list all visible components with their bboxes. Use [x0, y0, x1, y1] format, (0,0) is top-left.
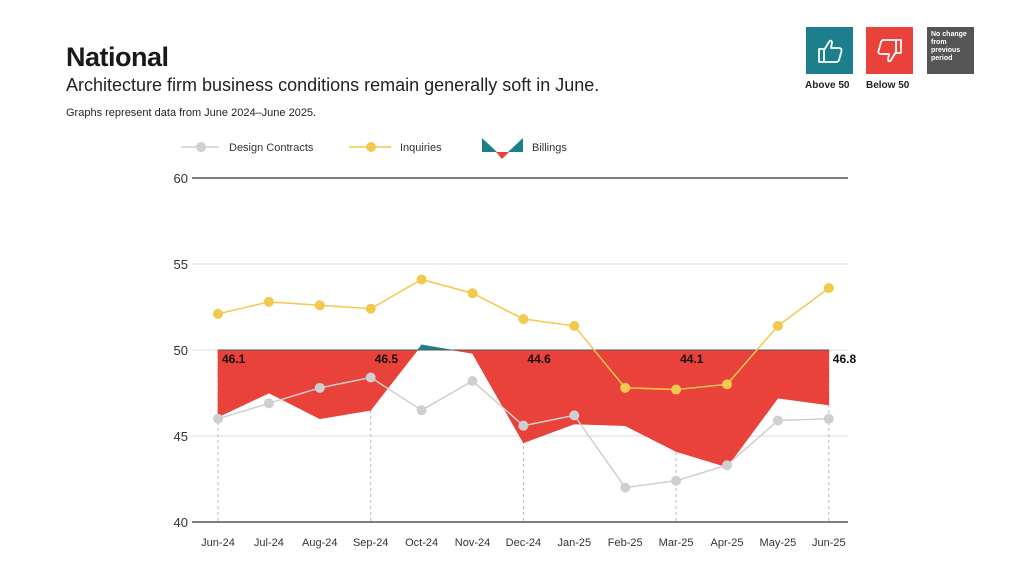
y-tick-label: 55: [174, 257, 188, 272]
x-tick-label: Jun-24: [201, 537, 235, 549]
inquiries-point: [620, 382, 631, 393]
x-tick-label: Jul-24: [254, 537, 284, 549]
design-contracts-point: [722, 460, 732, 471]
inquiries-point: [213, 308, 223, 319]
page-subtitle: Architecture firm business conditions re…: [66, 75, 600, 95]
legend-billings-above-mark: [482, 138, 497, 152]
inquiries-point: [365, 303, 376, 314]
x-tick-label: Jan-25: [557, 537, 591, 549]
design-contracts-point: [569, 410, 580, 421]
design-contracts-point: [620, 482, 631, 493]
design-contracts-point: [416, 405, 427, 416]
above-50-label: Above 50: [805, 80, 850, 91]
y-tick-label: 40: [174, 515, 188, 530]
inquiries-point: [671, 384, 682, 395]
above-50-key: [806, 27, 853, 74]
design-contracts-point: [213, 413, 223, 424]
x-tick-label: Jun-25: [812, 537, 846, 549]
x-tick-label: Apr-25: [710, 537, 743, 549]
x-tick-label: Dec-24: [506, 537, 541, 549]
design-contracts-point: [314, 382, 325, 393]
legend-billings-above-mark-right: [508, 138, 523, 152]
thumbs-up-icon: [817, 39, 843, 63]
design-contracts-point: [365, 372, 376, 383]
data-labels: 46.1 46.5 44.6 44.1 46.8: [222, 352, 856, 366]
series-points: [213, 274, 834, 493]
x-axis: Jun-24 Jul-24 Aug-24 Sep-24 Oct-24 Nov-24 Dec-…: [201, 537, 845, 549]
x-tick-label: Mar-25: [659, 537, 694, 549]
inquiries-point: [314, 300, 325, 311]
thumbs-down-icon: [876, 38, 902, 62]
design-contracts-point: [823, 413, 834, 424]
x-tick-label: Feb-25: [608, 537, 643, 549]
x-tick-label: Aug-24: [302, 537, 337, 549]
billings-data-label: 46.5: [375, 352, 399, 366]
legend-billings-label: Billings: [532, 142, 567, 154]
y-tick-label: 45: [174, 429, 188, 444]
legend-inquiries-label: Inquiries: [400, 142, 442, 154]
chart-legend: Design Contracts Inquiries Billings: [181, 138, 567, 159]
below-50-label: Below 50: [866, 80, 910, 91]
billings-above-50-area: [416, 343, 453, 351]
billings-data-label: 46.8: [833, 352, 857, 366]
y-tick-label: 60: [174, 171, 188, 186]
design-contracts-point: [518, 420, 529, 431]
legend-design-contracts-label: Design Contracts: [229, 142, 314, 154]
inquiries-point: [772, 320, 783, 331]
x-tick-label: May-25: [760, 537, 797, 549]
legend-billings-below-mark: [496, 152, 509, 159]
inquiries-point: [722, 379, 732, 390]
billings-data-label: 44.1: [680, 352, 704, 366]
inquiries-point: [518, 314, 529, 325]
design-contracts-point: [263, 398, 274, 409]
billings-data-label: 44.6: [527, 352, 551, 366]
page-title: National: [66, 42, 169, 72]
inquiries-point: [263, 296, 274, 307]
inquiries-point: [823, 283, 834, 294]
design-contracts-point: [671, 475, 682, 486]
legend-design-contracts-marker: [196, 142, 206, 152]
billings-data-label: 46.1: [222, 352, 246, 366]
billings-below-50-area: [217, 349, 830, 468]
design-contracts-point: [467, 375, 478, 386]
inquiries-point: [416, 274, 427, 285]
below-50-key: [866, 27, 913, 74]
no-change-key: No change from previous period: [927, 27, 974, 74]
x-tick-label: Sep-24: [353, 537, 388, 549]
design-contracts-point: [772, 415, 783, 426]
legend-inquiries-marker: [366, 142, 376, 152]
inquiries-point: [569, 320, 580, 331]
x-tick-label: Oct-24: [405, 537, 438, 549]
y-tick-label: 50: [174, 343, 188, 358]
data-range-note: Graphs represent data from June 2024–Jun…: [66, 107, 317, 119]
x-tick-label: Nov-24: [455, 537, 490, 549]
inquiries-point: [467, 288, 478, 299]
